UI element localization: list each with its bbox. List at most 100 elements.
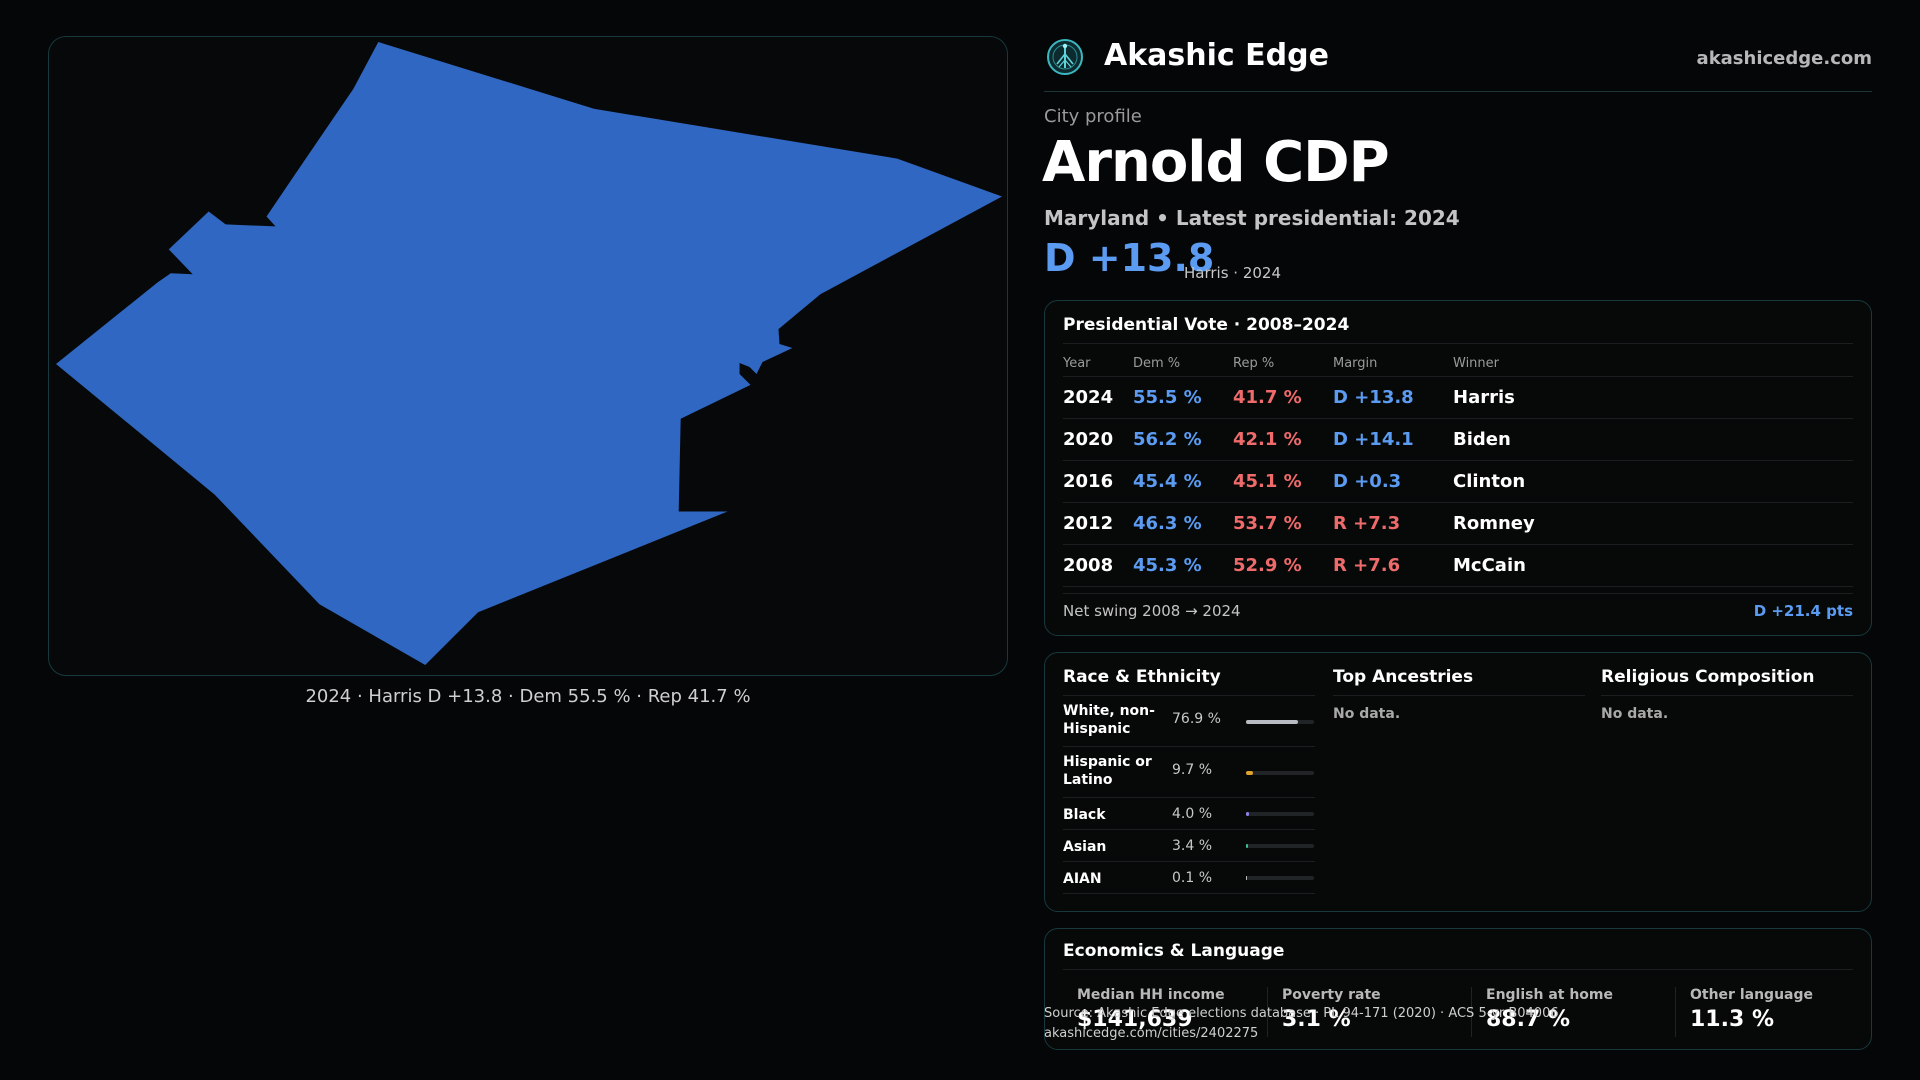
race-label: AIAN <box>1063 871 1102 887</box>
brand-header: Akashic Edge akashicedge.com <box>1044 36 1872 92</box>
economics-card-title: Economics & Language <box>1063 941 1285 961</box>
source-page-link[interactable]: akashicedge.com/cities/2402275 <box>1044 1026 1259 1041</box>
race-row: White, non-Hispanic 76.9 % <box>1063 696 1315 747</box>
headline-margin: D +13.8 <box>1044 236 1215 280</box>
winner-cell: McCain <box>1453 555 1526 576</box>
race-bar-track <box>1246 812 1314 816</box>
religion-empty: No data. <box>1601 706 1669 722</box>
stat-label: Median HH income <box>1077 987 1225 1003</box>
stat-value: $141,639 <box>1077 1007 1193 1032</box>
race-bar-fill <box>1246 812 1249 816</box>
dem-cell: 45.4 % <box>1133 471 1202 492</box>
economics-card: Economics & Language Median HH income $1… <box>1044 928 1872 1050</box>
margin-cell: D +0.3 <box>1333 471 1402 492</box>
race-row: AIAN 0.1 % <box>1063 862 1315 894</box>
race-bar-fill <box>1246 876 1248 880</box>
race-bar-track <box>1246 720 1314 724</box>
winner-cell: Romney <box>1453 513 1535 534</box>
race-bar-fill <box>1246 720 1299 724</box>
table-row[interactable]: 2012 46.3 % 53.7 % R +7.3 Romney <box>1063 503 1853 545</box>
race-row: Asian 3.4 % <box>1063 830 1315 862</box>
map-panel[interactable] <box>48 36 1008 676</box>
race-row: Black 4.0 % <box>1063 798 1315 830</box>
stat-label: Other language <box>1690 987 1813 1003</box>
stat-poverty-rate: Poverty rate 3.1 % <box>1267 987 1457 1037</box>
winner-cell: Biden <box>1453 429 1511 450</box>
rep-cell: 45.1 % <box>1233 471 1302 492</box>
header-year: Year <box>1063 356 1091 371</box>
header-margin: Margin <box>1333 356 1378 371</box>
divider <box>1063 969 1853 970</box>
race-percent: 3.4 % <box>1172 838 1213 854</box>
divider <box>1333 695 1585 696</box>
stat-other-language: Other language 11.3 % <box>1675 987 1865 1037</box>
stat-label: Poverty rate <box>1282 987 1381 1003</box>
table-row[interactable]: 2016 45.4 % 45.1 % D +0.3 Clinton <box>1063 461 1853 503</box>
stat-value: 3.1 % <box>1282 1007 1351 1032</box>
tree-network-logo-icon[interactable] <box>1046 38 1084 76</box>
race-row: Hispanic or Latino 9.7 % <box>1063 747 1315 798</box>
race-bar-fill <box>1246 844 1249 848</box>
race-percent: 0.1 % <box>1172 870 1213 886</box>
margin-cell: D +13.8 <box>1333 387 1414 408</box>
net-swing-value: D +21.4 pts <box>1753 602 1853 620</box>
dem-cell: 56.2 % <box>1133 429 1202 450</box>
divider <box>1601 695 1853 696</box>
race-label: Asian <box>1063 839 1107 855</box>
stat-median-income: Median HH income $141,639 <box>1063 987 1253 1037</box>
table-row[interactable]: 2008 45.3 % 52.9 % R +7.6 McCain <box>1063 545 1853 587</box>
year-cell: 2008 <box>1063 555 1114 576</box>
religion-section-title: Religious Composition <box>1601 667 1815 687</box>
race-ethnicity-section: Race & Ethnicity White, non-Hispanic 76.9… <box>1063 667 1315 894</box>
stat-value: 11.3 % <box>1690 1007 1774 1032</box>
race-label: Hispanic or Latino <box>1063 754 1152 788</box>
demographics-card: Race & Ethnicity White, non-Hispanic 76.9… <box>1044 652 1872 912</box>
race-label: White, non-Hispanic <box>1063 703 1155 737</box>
page-title: Arnold CDP <box>1042 130 1390 195</box>
winner-cell: Clinton <box>1453 471 1526 492</box>
ancestries-section-title: Top Ancestries <box>1333 667 1474 687</box>
city-boundary-shape[interactable] <box>55 41 1003 666</box>
header-winner: Winner <box>1453 356 1500 371</box>
year-cell: 2020 <box>1063 429 1114 450</box>
header-rep: Rep % <box>1233 356 1275 371</box>
rep-cell: 53.7 % <box>1233 513 1302 534</box>
page-eyebrow: City profile <box>1044 106 1142 127</box>
stat-english-at-home: English at home 88.7 % <box>1471 987 1661 1037</box>
divider <box>1063 695 1315 696</box>
brand-name[interactable]: Akashic Edge <box>1104 38 1329 73</box>
headline-note: Harris · 2024 <box>1184 264 1282 282</box>
source-text: Source: Akashic Edge elections database … <box>1044 1006 1559 1021</box>
race-bar-track <box>1246 844 1314 848</box>
header-dem: Dem % <box>1133 356 1181 371</box>
race-bar-track <box>1246 771 1314 775</box>
dem-cell: 55.5 % <box>1133 387 1202 408</box>
source-footnote: Source: Akashic Edge elections database … <box>1044 1004 1559 1044</box>
divider <box>1063 343 1853 344</box>
dem-cell: 46.3 % <box>1133 513 1202 534</box>
race-label: Black <box>1063 807 1106 823</box>
city-boundary-map[interactable] <box>49 37 1007 675</box>
table-row[interactable]: 2024 55.5 % 41.7 % D +13.8 Harris <box>1063 377 1853 419</box>
net-swing-row: Net swing 2008 → 2024 D +21.4 pts <box>1063 593 1853 623</box>
net-swing-label: Net swing 2008 → 2024 <box>1063 602 1241 620</box>
table-row[interactable]: 2020 56.2 % 42.1 % D +14.1 Biden <box>1063 419 1853 461</box>
vote-card-title: Presidential Vote · 2008–2024 <box>1063 315 1350 335</box>
stat-label: English at home <box>1486 987 1614 1003</box>
ancestries-section: Top Ancestries No data. <box>1333 667 1585 722</box>
rep-cell: 52.9 % <box>1233 555 1302 576</box>
year-cell: 2024 <box>1063 387 1114 408</box>
page-subtitle: Maryland • Latest presidential: 2024 <box>1044 206 1460 230</box>
brand-url-link[interactable]: akashicedge.com <box>1696 48 1872 69</box>
race-percent: 76.9 % <box>1172 711 1221 727</box>
presidential-vote-card: Presidential Vote · 2008–2024 Year Dem %… <box>1044 300 1872 636</box>
winner-cell: Harris <box>1453 387 1515 408</box>
margin-cell: D +14.1 <box>1333 429 1414 450</box>
religion-section: Religious Composition No data. <box>1601 667 1853 722</box>
stat-value: 88.7 % <box>1486 1007 1570 1032</box>
margin-cell: R +7.6 <box>1333 555 1401 576</box>
ancestries-empty: No data. <box>1333 706 1401 722</box>
map-caption: 2024 · Harris D +13.8 · Dem 55.5 % · Rep… <box>305 686 751 707</box>
rep-cell: 42.1 % <box>1233 429 1302 450</box>
year-cell: 2012 <box>1063 513 1114 534</box>
